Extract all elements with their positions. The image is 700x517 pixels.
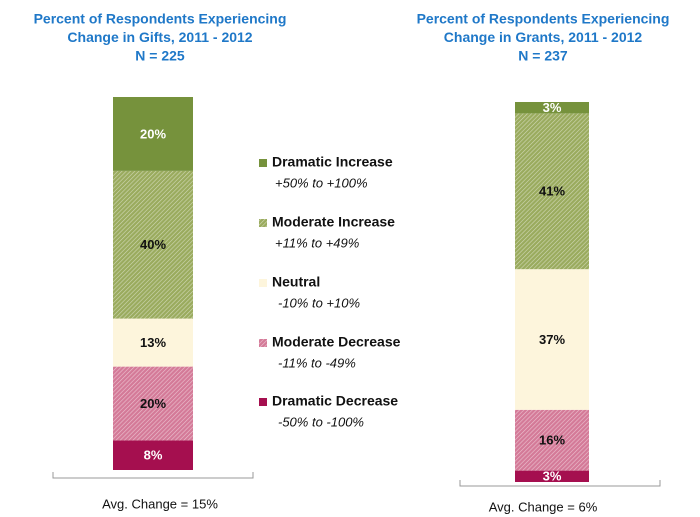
note: Avg. Change = 15% [102,496,218,511]
bar-segment [515,409,589,471]
note: Avg. Change = 6% [489,499,598,514]
data-label: 40% [140,237,166,252]
legend-range: +50% to +100% [275,175,368,190]
legend-range: -10% to +10% [278,295,360,310]
data-label: 37% [539,332,565,347]
bar-segment [515,113,589,270]
bar-segment [515,269,589,410]
bar-segment [515,102,589,114]
legend-label: Moderate Decrease [272,334,401,350]
bar-segment [113,318,193,367]
bar-segment [113,97,193,171]
legend-label: Dramatic Decrease [272,393,398,409]
bar-segment [113,170,193,319]
legend-range: -50% to -100% [278,414,364,429]
bar-segment [113,440,193,470]
legend-label: Dramatic Increase [272,154,393,170]
legend-label: Neutral [272,274,320,290]
bar-segment [113,366,193,441]
axis-line [459,480,661,487]
chart-title: Percent of Respondents Experiencing [417,11,670,27]
data-label: 20% [140,126,166,141]
chart-title: Change in Grants, 2011 - 2012 [444,29,643,45]
data-label: 3% [543,100,562,115]
bar-segment [515,470,589,482]
legend-range: +11% to +49% [275,235,359,250]
data-label: 41% [539,184,565,199]
data-label: 8% [144,448,163,463]
data-label: 3% [543,469,562,484]
chart-title: Percent of Respondents Experiencing [34,11,287,27]
chart-title: Change in Gifts, 2011 - 2012 [67,29,252,45]
legend-marker [259,219,267,227]
chart-subtitle: N = 225 [135,48,185,64]
legend-label: Moderate Increase [272,214,395,230]
legend-marker [259,339,267,347]
data-label: 13% [140,335,166,350]
legend-marker [259,159,267,167]
axis-line [52,472,254,479]
legend-marker [259,398,267,406]
legend-range: -11% to -49% [278,355,356,370]
data-label: 20% [140,396,166,411]
data-label: 16% [539,433,565,448]
legend-marker [259,279,267,287]
chart-subtitle: N = 237 [518,48,568,64]
